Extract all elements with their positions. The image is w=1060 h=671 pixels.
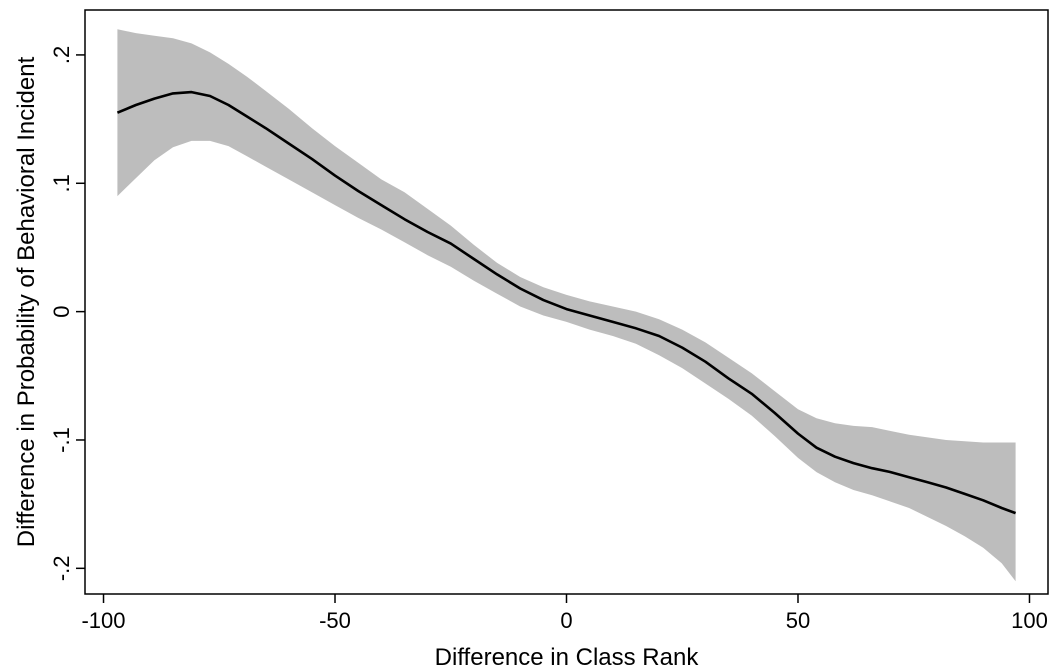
confidence-band: [117, 29, 1016, 582]
fitted-line-layer: [116, 90, 1017, 515]
y-axis-title: Difference in Probability of Behavioral …: [13, 56, 40, 547]
y-tick-label: -.1: [49, 427, 74, 453]
y-tick-label: .1: [49, 174, 74, 192]
x-tick-label: 100: [1011, 608, 1048, 633]
y-axis-ticks: -.2 -.1 0 .1 .2: [49, 46, 85, 581]
y-tick-label: 0: [49, 306, 74, 318]
x-tick-label: 50: [786, 608, 810, 633]
series-line: [116, 90, 1017, 515]
x-axis-title: Difference in Class Rank: [435, 644, 700, 671]
y-tick-label: .2: [49, 46, 74, 64]
x-tick-label: -100: [81, 608, 125, 633]
y-tick-label: -.2: [49, 555, 74, 581]
x-axis-ticks: -100 -50 0 50 100: [81, 594, 1048, 633]
confidence-band-layer: [117, 29, 1016, 582]
x-tick-label: -50: [319, 608, 351, 633]
x-tick-label: 0: [560, 608, 572, 633]
